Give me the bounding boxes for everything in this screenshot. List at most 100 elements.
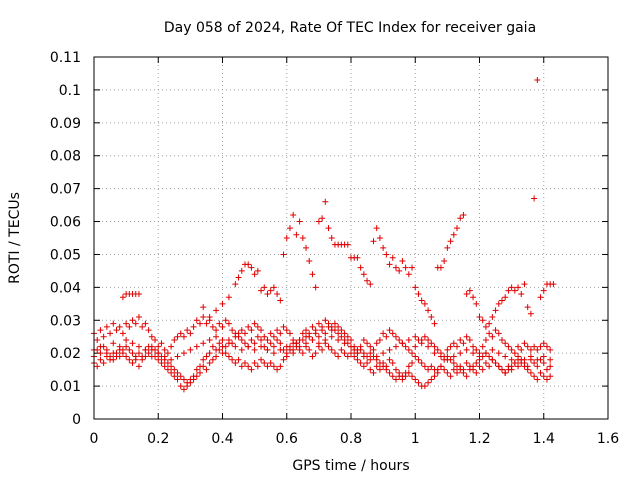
data-point <box>142 346 149 353</box>
data-point <box>431 320 438 327</box>
data-point <box>341 337 348 344</box>
data-point <box>367 343 374 350</box>
data-point <box>322 330 329 337</box>
data-point <box>348 337 354 344</box>
data-point <box>412 333 419 340</box>
data-point <box>216 346 223 353</box>
data-point <box>283 350 290 357</box>
data-point <box>303 333 310 340</box>
data-point <box>119 330 126 337</box>
data-point <box>444 369 451 376</box>
data-point <box>392 333 399 340</box>
data-point <box>547 356 554 363</box>
data-point <box>319 346 326 353</box>
data-point <box>421 383 428 390</box>
data-point <box>116 343 123 350</box>
data-point <box>235 356 242 363</box>
data-point <box>312 284 319 291</box>
data-point <box>280 251 287 258</box>
data-point <box>164 366 171 373</box>
data-point <box>386 327 393 334</box>
data-point <box>274 337 281 344</box>
data-point <box>489 333 496 340</box>
data-point <box>367 366 374 373</box>
data-point <box>229 340 236 347</box>
data-point <box>454 343 461 350</box>
data-point <box>457 366 464 373</box>
data-point <box>331 350 338 357</box>
data-point <box>348 350 354 357</box>
y-tick-label: 0.06 <box>50 215 81 231</box>
data-point <box>425 366 432 373</box>
data-point <box>213 333 220 340</box>
data-point <box>245 363 252 370</box>
data-point <box>286 343 293 350</box>
data-point <box>161 346 168 353</box>
data-point <box>386 261 393 268</box>
data-point <box>444 346 451 353</box>
data-point <box>187 379 194 386</box>
data-point <box>303 343 310 350</box>
data-point <box>277 363 284 370</box>
x-tick-label: 0.2 <box>147 431 169 447</box>
data-point <box>489 346 496 353</box>
data-point <box>245 323 252 330</box>
data-point <box>306 258 313 265</box>
data-point <box>155 350 162 357</box>
data-point <box>463 290 470 297</box>
data-point <box>495 300 502 307</box>
data-point <box>354 254 361 261</box>
data-point <box>254 323 261 330</box>
data-point <box>392 343 399 350</box>
data-point <box>190 323 197 330</box>
data-point <box>518 360 525 367</box>
data-point <box>482 337 489 344</box>
y-tick-label: 0.02 <box>50 346 81 362</box>
data-point <box>348 343 354 350</box>
data-point <box>344 241 351 248</box>
data-point <box>193 373 200 380</box>
data-point <box>264 346 271 353</box>
data-point <box>521 340 528 347</box>
data-point <box>286 225 293 232</box>
data-point <box>219 350 226 357</box>
data-point <box>325 225 332 232</box>
data-point <box>274 327 281 334</box>
data-point <box>299 330 306 337</box>
data-point <box>540 353 547 360</box>
data-point <box>508 346 515 353</box>
axis-ticks: 0 0.2 0.4 0.6 0.8 1 1.2 1.4 1.6 0 0.01 0.02 0.03 0.04… <box>50 50 619 447</box>
data-point <box>270 333 277 340</box>
data-point <box>129 340 136 347</box>
data-point <box>431 343 438 350</box>
chart-title: Day 058 of 2024, Rate Of TEC Index for r… <box>164 20 536 36</box>
data-point <box>248 366 255 373</box>
data-point <box>296 346 303 353</box>
data-point <box>402 264 409 271</box>
data-point <box>454 363 461 370</box>
data-point <box>457 337 464 344</box>
data-point <box>319 215 326 222</box>
data-point <box>524 366 531 373</box>
data-point <box>213 353 220 360</box>
data-point <box>409 350 416 357</box>
data-point <box>248 264 255 271</box>
data-point <box>200 363 207 370</box>
data-point <box>180 386 187 393</box>
data-point <box>489 313 496 320</box>
data-point <box>482 350 489 357</box>
data-point <box>425 307 432 314</box>
data-point <box>238 337 245 344</box>
data-point <box>280 356 287 363</box>
data-point <box>119 294 126 301</box>
data-point <box>171 373 178 380</box>
data-point <box>537 369 544 376</box>
y-tick-label: 0.11 <box>50 50 81 66</box>
data-point <box>405 346 412 353</box>
data-point <box>193 343 200 350</box>
x-tick-label: 0.6 <box>276 431 298 447</box>
data-point <box>280 346 287 353</box>
data-point <box>482 360 489 367</box>
data-point <box>502 369 509 376</box>
data-point <box>319 323 326 330</box>
